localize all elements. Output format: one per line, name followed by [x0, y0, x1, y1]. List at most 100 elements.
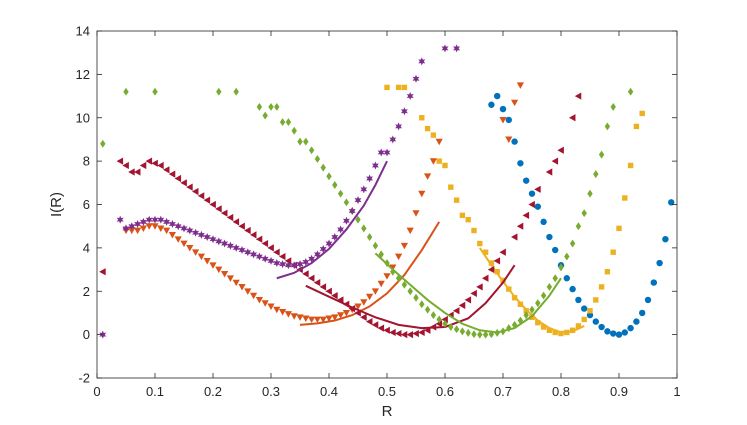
data-point-series-5: [261, 254, 269, 263]
data-point-series-1: [215, 266, 223, 274]
data-point-series-5: [400, 107, 408, 116]
data-point-series-4: [152, 87, 158, 96]
data-point-series-3: [453, 307, 460, 315]
data-point-series-3: [522, 211, 530, 219]
data-point-series-1: [261, 300, 269, 307]
data-point-series-3: [128, 168, 135, 176]
data-point-series-5: [354, 196, 362, 205]
data-point-series-0: [633, 318, 640, 325]
data-point-series-5: [192, 228, 200, 237]
data-point-series-2: [622, 195, 628, 201]
data-point-series-0: [610, 330, 617, 337]
data-point-series-1: [429, 158, 437, 165]
data-point-series-4: [442, 319, 448, 328]
data-point-series-2: [633, 123, 640, 130]
data-point-series-4: [361, 224, 367, 233]
data-point-series-4: [482, 330, 489, 339]
data-point-series-5: [116, 215, 124, 224]
data-point-series-5: [180, 224, 188, 233]
data-point-series-4: [274, 102, 280, 111]
data-point-series-4: [471, 330, 477, 339]
data-point-series-1: [319, 316, 327, 324]
data-point-series-3: [279, 252, 286, 261]
data-point-series-5: [255, 252, 263, 261]
data-point-series-3: [232, 218, 240, 226]
data-point-series-3: [261, 239, 269, 248]
data-point-series-4: [413, 293, 419, 302]
data-point-series-1: [377, 280, 385, 288]
data-point-series-4: [523, 311, 529, 320]
data-point-series-1: [232, 279, 240, 287]
data-point-series-1: [128, 227, 136, 235]
data-point-series-4: [291, 126, 297, 135]
data-point-series-1: [383, 273, 391, 280]
data-point-series-4: [401, 280, 408, 289]
y-axis-label: I(R): [48, 192, 65, 217]
data-point-series-0: [604, 328, 611, 335]
data-point-series-3: [151, 159, 158, 167]
data-point-series-3: [221, 209, 228, 217]
data-point-series-2: [523, 308, 529, 314]
data-point-series-0: [488, 101, 495, 108]
data-point-series-1: [505, 136, 513, 144]
data-point-series-3: [139, 161, 147, 170]
data-point-series-4: [488, 330, 495, 339]
data-point-series-2: [465, 216, 471, 223]
data-point-series-5: [366, 174, 374, 183]
data-point-series-1: [250, 292, 258, 300]
x-tick-label: 1: [673, 384, 680, 399]
data-point-series-1: [354, 303, 362, 311]
data-point-series-0: [621, 329, 628, 336]
data-point-series-0: [569, 285, 576, 293]
data-point-series-3: [557, 146, 564, 154]
data-point-series-1: [186, 244, 194, 252]
data-point-series-4: [216, 87, 222, 96]
data-point-series-4: [494, 328, 500, 337]
data-point-series-3: [377, 324, 385, 332]
data-point-series-1: [371, 288, 379, 295]
data-point-series-0: [505, 116, 512, 124]
data-point-series-4: [558, 263, 564, 272]
data-point-series-5: [226, 241, 234, 250]
data-point-series-2: [598, 284, 605, 290]
data-point-series-4: [100, 139, 106, 148]
data-point-series-4: [337, 189, 344, 198]
data-point-series-5: [267, 256, 275, 265]
data-point-series-2: [535, 319, 541, 326]
data-point-series-4: [279, 118, 286, 127]
data-point-series-1: [337, 312, 345, 319]
data-point-series-4: [529, 305, 535, 314]
data-point-series-1: [139, 225, 147, 232]
data-point-series-3: [319, 283, 327, 291]
data-point-series-1: [134, 227, 142, 235]
data-point-series-4: [233, 87, 239, 96]
data-point-series-3: [308, 274, 315, 282]
data-point-series-5: [273, 259, 281, 268]
data-point-series-1: [366, 293, 374, 301]
data-point-series-1: [511, 99, 519, 107]
data-point-series-2: [506, 286, 512, 292]
chart-ticks: 0 0.1 0.2 0.3 0.4 0.5 0.6 0.7 0.8 0.9 1-2024681012…: [76, 24, 681, 400]
data-point-series-4: [610, 102, 616, 111]
data-point-series-1: [244, 288, 252, 295]
data-point-series-3: [464, 296, 472, 304]
data-point-series-3: [180, 179, 187, 187]
data-point-series-5: [331, 233, 339, 242]
data-point-series-5: [221, 239, 229, 248]
data-point-series-4: [303, 137, 309, 146]
data-point-series-3: [209, 200, 216, 209]
data-point-series-5: [157, 215, 165, 224]
data-point-series-0: [523, 177, 530, 184]
data-point-series-1: [255, 297, 263, 304]
x-tick-label: 0.6: [436, 384, 454, 399]
data-point-series-4: [465, 328, 471, 337]
data-point-series-2: [610, 249, 616, 255]
data-point-series-1: [313, 316, 321, 324]
data-point-series-5: [389, 135, 397, 144]
data-point-series-4: [297, 137, 303, 146]
data-point-series-5: [302, 257, 310, 266]
data-point-series-3: [267, 244, 274, 252]
data-point-series-0: [592, 318, 599, 325]
data-point-series-5: [395, 122, 403, 131]
data-point-series-3: [302, 270, 309, 278]
